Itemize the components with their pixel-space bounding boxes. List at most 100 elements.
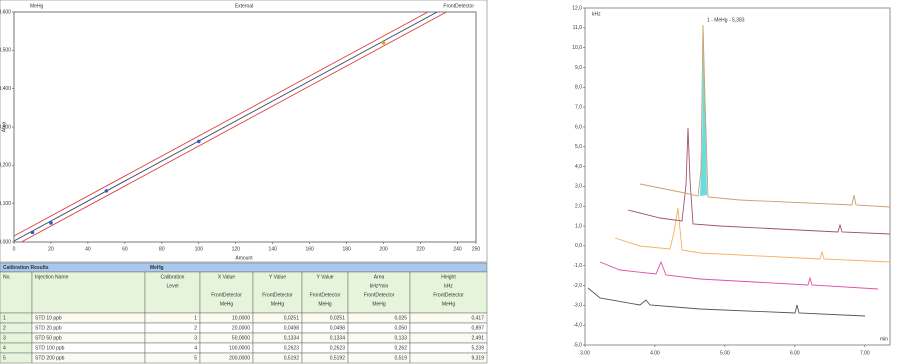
x-axis-label: Amount bbox=[235, 255, 253, 261]
x-tick-label: 250 bbox=[472, 246, 481, 252]
table-cell-text: 5,239 bbox=[471, 345, 484, 351]
table-cell-text: 0,050 bbox=[394, 325, 407, 331]
header-text: Calibration bbox=[161, 274, 185, 280]
x-tick-label: 80 bbox=[159, 246, 165, 252]
header-text: FrontDetector bbox=[310, 292, 341, 298]
table-cell-text: 9,319 bbox=[471, 355, 484, 361]
table-cell-text: 20,0000 bbox=[232, 325, 250, 331]
table-cell-text: 0,2623 bbox=[284, 345, 300, 351]
table-cell-text: 10,0000 bbox=[232, 315, 250, 321]
table-cell-text: 0,417 bbox=[471, 315, 484, 321]
table-compound: MeHg bbox=[150, 265, 164, 271]
y-tick-label: 5,0 bbox=[575, 144, 582, 150]
header-text: MeHg bbox=[372, 301, 386, 307]
plot-title-center: External bbox=[235, 3, 253, 9]
header-text: Y Value bbox=[269, 274, 286, 280]
x-tick-label: 100 bbox=[195, 246, 204, 252]
table-cell bbox=[144, 352, 201, 364]
table-cell-text: STD 50 ppb bbox=[35, 335, 62, 341]
table-cell bbox=[409, 352, 488, 364]
chromatogram-plot bbox=[584, 7, 891, 346]
x-tick-label: 3.00 bbox=[580, 350, 590, 356]
calibration-point bbox=[104, 189, 109, 193]
y-tick-label: -1,0 bbox=[573, 263, 582, 269]
y-tick-label: 10,0 bbox=[572, 45, 582, 51]
x-tick-label: 20 bbox=[48, 246, 54, 252]
trace bbox=[639, 24, 891, 208]
table-cell-text: STD 10 ppb bbox=[35, 315, 62, 321]
table-cell-text: 100,0000 bbox=[229, 345, 250, 351]
table-cell-text: STD 200 ppb bbox=[35, 355, 65, 361]
table-cell-text: 0,519 bbox=[394, 355, 407, 361]
table-cell-text: 0,5192 bbox=[330, 355, 346, 361]
regression-line bbox=[14, 12, 439, 242]
table-cell bbox=[144, 322, 201, 334]
header-text: MeHg bbox=[271, 301, 285, 307]
table-cell-text: 1 bbox=[194, 315, 197, 321]
y-tick-label: 4,0 bbox=[575, 164, 582, 170]
header-text: No. bbox=[3, 274, 11, 280]
table-cell-text: 200,0000 bbox=[229, 355, 250, 361]
table-cell bbox=[144, 342, 201, 354]
table-cell-text: 4 bbox=[3, 345, 6, 351]
x-tick-label: 40 bbox=[85, 246, 91, 252]
y-tick-label: 0,000 bbox=[0, 239, 11, 245]
y-tick-label: 9,0 bbox=[575, 65, 582, 71]
table-cell-text: 0,1334 bbox=[330, 335, 346, 341]
y-tick-label: 12,0 bbox=[572, 5, 582, 11]
table-cell-text: STD 100 ppb bbox=[35, 345, 65, 351]
header-text: X Value bbox=[218, 274, 235, 280]
upper-bound bbox=[14, 12, 429, 237]
y-tick-label: 0,600 bbox=[0, 9, 11, 15]
table-cell-text: STD 20 ppb bbox=[35, 325, 62, 331]
header-cell bbox=[252, 271, 303, 314]
trace bbox=[627, 127, 891, 235]
y-tick-label: -5,0 bbox=[573, 342, 582, 348]
header-text: MeHg bbox=[442, 301, 456, 307]
x-tick-label: 180 bbox=[342, 246, 351, 252]
table-title-bar bbox=[0, 262, 488, 273]
calibration-point bbox=[381, 41, 386, 45]
table-cell-text: 0,1334 bbox=[284, 335, 300, 341]
y-tick-label: 2,0 bbox=[575, 204, 582, 210]
header-text: FrontDetector bbox=[262, 292, 293, 298]
table-cell-text: 1 bbox=[3, 315, 6, 321]
trace bbox=[614, 207, 891, 263]
y-tick-label: 11,0 bbox=[573, 25, 583, 31]
calibration-point bbox=[197, 139, 201, 144]
table-cell-text: 5 bbox=[194, 355, 197, 361]
table-cell-text: 3 bbox=[194, 335, 197, 341]
y-tick-label: 0,400 bbox=[0, 86, 11, 92]
header-text: kHz*min bbox=[370, 283, 389, 289]
table-title: Calibration Results bbox=[3, 265, 49, 271]
table-cell-text: 2,491 bbox=[471, 335, 484, 341]
table-cell-text: 0,025 bbox=[394, 315, 407, 321]
x-tick-label: 7.00 bbox=[860, 350, 870, 356]
y-tick-label: 7,0 bbox=[575, 104, 582, 110]
trace bbox=[587, 287, 866, 317]
table-cell bbox=[144, 312, 201, 324]
table-cell-text: 50,0000 bbox=[232, 335, 250, 341]
y-tick-label: -3,0 bbox=[573, 303, 582, 309]
y-tick-label: -2,0 bbox=[573, 283, 582, 289]
header-cell bbox=[31, 271, 146, 314]
y-tick-label: 3,0 bbox=[575, 184, 582, 190]
y-tick-label: 0,300 bbox=[0, 124, 11, 130]
table-cell-text: 0,0498 bbox=[284, 325, 300, 331]
table-cell-text: 4 bbox=[194, 345, 197, 351]
header-text: Height bbox=[441, 274, 456, 280]
table-cell-text: 5 bbox=[3, 355, 6, 361]
plot-area bbox=[13, 11, 477, 243]
header-text: Injection Name bbox=[35, 274, 69, 280]
header-cell bbox=[144, 271, 201, 314]
table-cell-text: 2 bbox=[3, 325, 6, 331]
header-text: kHz bbox=[444, 283, 453, 289]
header-text: Level bbox=[167, 283, 179, 289]
x-tick-label: 120 bbox=[232, 246, 241, 252]
header-text: FrontDetector bbox=[433, 292, 464, 298]
calibration-point bbox=[30, 230, 35, 235]
x-unit: min bbox=[880, 336, 888, 342]
table-cell-text: 0,2623 bbox=[330, 345, 346, 351]
